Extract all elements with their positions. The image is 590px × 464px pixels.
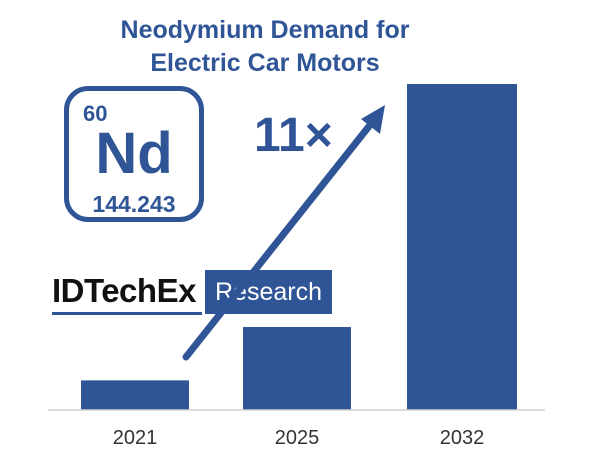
x-tick-label: 2021 [113,427,158,449]
x-tick-label: 2025 [275,427,320,449]
x-axis-ticks: 2021 2025 2032 [113,427,485,449]
element-symbol: Nd [95,121,173,186]
growth-multiplier-label: 11× [254,109,333,162]
atomic-number: 60 [83,101,108,126]
neodymium-element-tile: 60 Nd 144.243 [64,86,204,222]
bar-2021 [81,380,189,410]
growth-arrow [182,105,385,361]
logo-underline [52,312,202,315]
bar-2025 [243,327,351,410]
logo-research-tag: Research [205,270,332,314]
atomic-mass: 144.243 [92,191,176,217]
arrow-head [361,105,385,134]
bar-group [81,84,517,410]
chart-title-line-2: Electric Car Motors [150,49,380,77]
logo-brand-text: IDTechEx [52,272,196,309]
chart-title: Neodymium Demand for Electric Car Motors [0,14,530,80]
chart-title-line-1: Neodymium Demand for [120,16,410,44]
x-tick-label: 2032 [440,427,485,449]
bar-2032 [407,84,517,410]
